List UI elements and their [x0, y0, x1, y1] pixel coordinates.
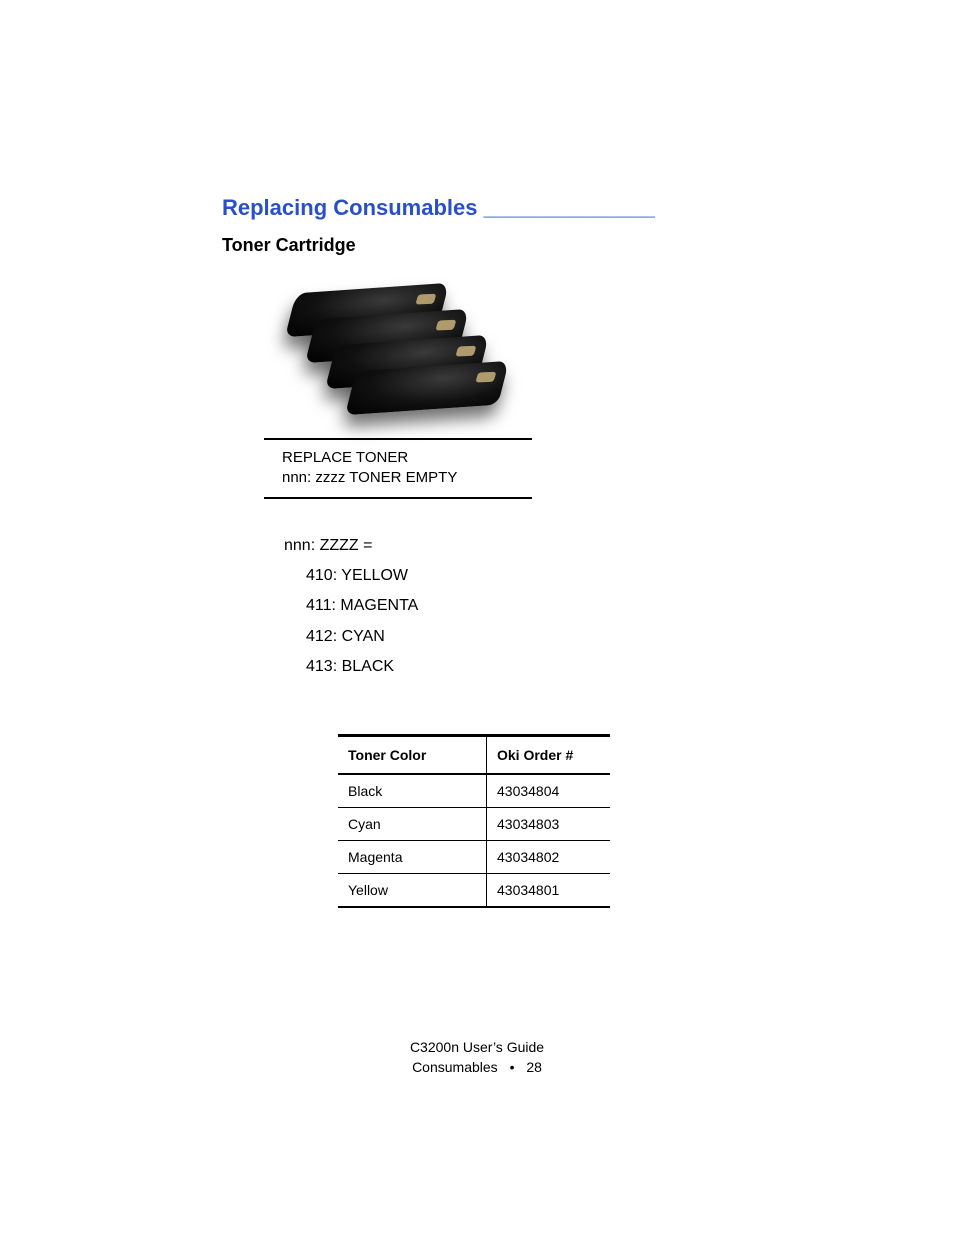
- toner-order-table: Toner Color Oki Order # Black 43034804 C…: [338, 734, 610, 908]
- cell-order-number: 43034803: [487, 808, 611, 841]
- cell-order-number: 43034801: [487, 874, 611, 908]
- error-code-item: 412: CYAN: [306, 622, 954, 652]
- error-code-lead: nnn: ZZZZ =: [284, 531, 954, 561]
- lcd-line-2: nnn: zzzz TONER EMPTY: [282, 468, 532, 488]
- table-row: Magenta 43034802: [338, 841, 610, 874]
- footer-page-number: 28: [526, 1059, 542, 1075]
- table-header-row: Toner Color Oki Order #: [338, 736, 610, 775]
- sub-heading: Toner Cartridge: [222, 235, 954, 256]
- table-row: Yellow 43034801: [338, 874, 610, 908]
- col-header-order-number: Oki Order #: [487, 736, 611, 775]
- footer-section-page: Consumables • 28: [0, 1058, 954, 1078]
- error-code-list: nnn: ZZZZ = 410: YELLOW 411: MAGENTA 412…: [284, 531, 954, 683]
- table-row: Cyan 43034803: [338, 808, 610, 841]
- col-header-toner-color: Toner Color: [338, 736, 487, 775]
- lcd-message-box: REPLACE TONER nnn: zzzz TONER EMPTY: [264, 438, 532, 499]
- page-footer: C3200n User’s Guide Consumables • 28: [0, 1038, 954, 1077]
- cell-toner-color: Yellow: [338, 874, 487, 908]
- footer-section-name: Consumables: [412, 1059, 498, 1075]
- cell-toner-color: Black: [338, 774, 487, 808]
- error-code-item: 411: MAGENTA: [306, 591, 954, 621]
- lcd-line-1: REPLACE TONER: [282, 448, 532, 468]
- footer-bullet-icon: •: [502, 1059, 523, 1075]
- cell-order-number: 43034804: [487, 774, 611, 808]
- toner-cartridge-illustration: [278, 280, 492, 412]
- cell-order-number: 43034802: [487, 841, 611, 874]
- table-row: Black 43034804: [338, 774, 610, 808]
- cell-toner-color: Cyan: [338, 808, 487, 841]
- cell-toner-color: Magenta: [338, 841, 487, 874]
- error-code-item: 413: BLACK: [306, 652, 954, 682]
- section-heading: Replacing Consumables ______________: [222, 195, 954, 221]
- error-code-item: 410: YELLOW: [306, 561, 954, 591]
- footer-guide-title: C3200n User’s Guide: [0, 1038, 954, 1058]
- document-page: Replacing Consumables ______________ Ton…: [0, 0, 954, 1235]
